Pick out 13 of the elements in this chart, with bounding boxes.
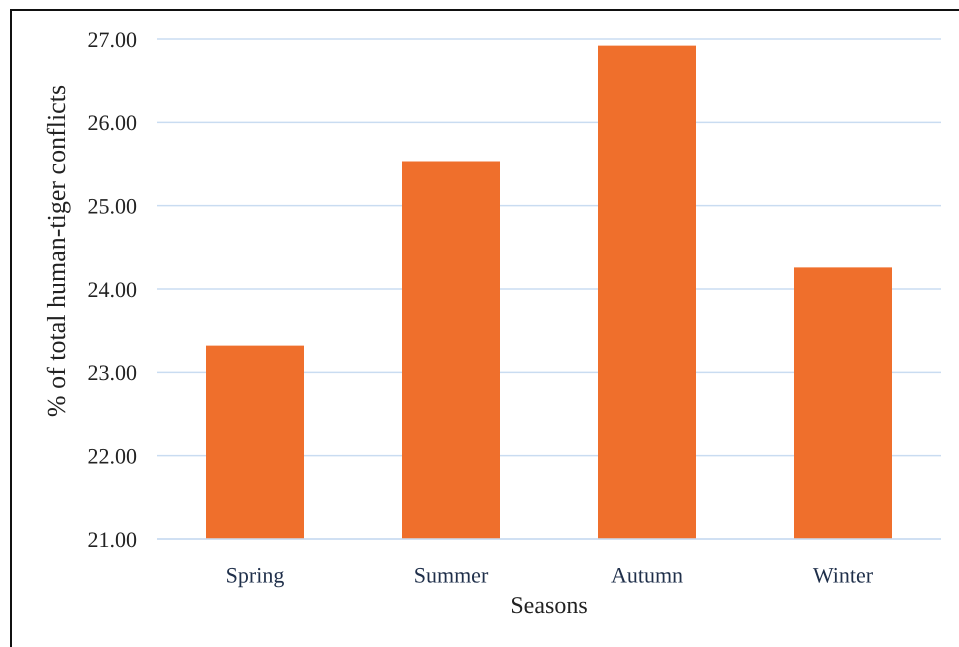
y-tick-label: 23.00 — [88, 360, 137, 386]
y-axis-title: % of total human-tiger conflicts — [42, 84, 70, 418]
y-tick-label: 25.00 — [88, 193, 137, 218]
y-tick-label: 21.00 — [88, 526, 137, 552]
x-axis-title: Seasons — [510, 593, 588, 619]
x-tick-label: Summer — [414, 562, 489, 588]
x-tick-label: Autumn — [610, 562, 684, 588]
y-tick-label: 22.00 — [88, 443, 137, 468]
y-tick-label: 26.00 — [88, 110, 137, 136]
y-tick-label: 27.00 — [88, 26, 137, 52]
y-tick-label: 24.00 — [88, 276, 137, 302]
x-tick-label: Spring — [226, 562, 284, 588]
x-tick-label: Winter — [812, 562, 874, 588]
